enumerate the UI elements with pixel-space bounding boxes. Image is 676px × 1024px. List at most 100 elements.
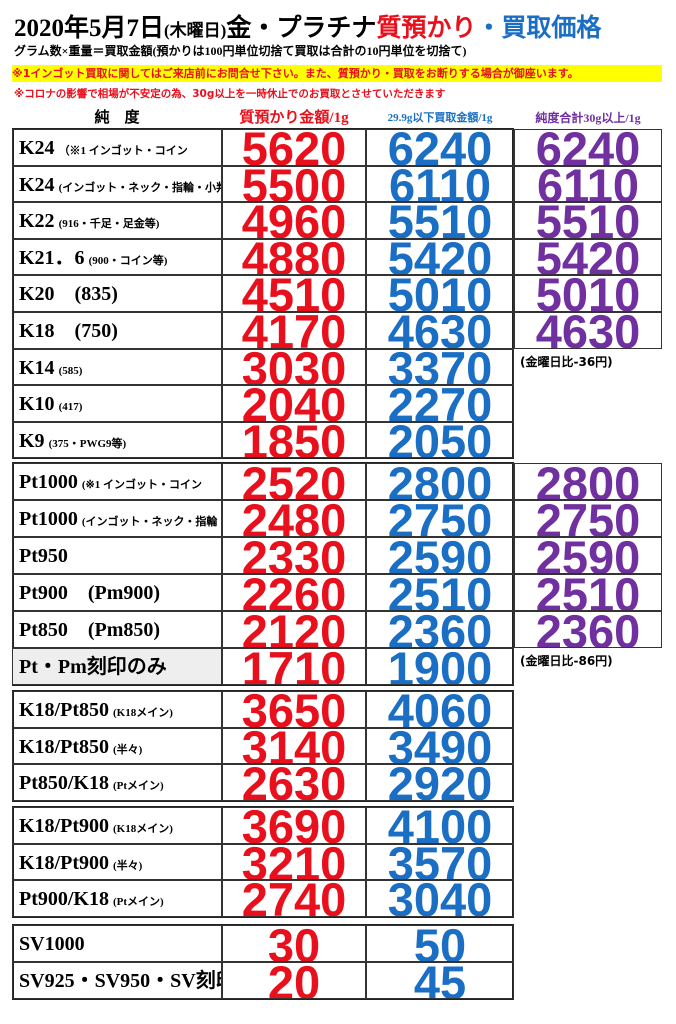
name-cell: K21．6 (900・コイン等) <box>12 238 222 276</box>
price-cell: 3690 <box>222 807 366 844</box>
name-cell: SV1000 <box>12 925 222 962</box>
metal-name: K20 (835) <box>19 283 118 306</box>
price-cell: 3140 <box>222 727 366 764</box>
col-header: 純度合計30g以上/1g <box>535 111 641 125</box>
title-weekday: (木曜日) <box>164 21 227 40</box>
price: 5500 <box>241 165 347 203</box>
price-cell: 2480 <box>222 500 366 537</box>
price-cell: 45 <box>366 962 514 999</box>
price: 4060 <box>387 691 493 728</box>
metal-name: K18/Pt850 <box>19 699 109 721</box>
price: 1710 <box>241 648 347 685</box>
price-cell: 4880 <box>222 238 366 276</box>
price-cell: 2120 <box>222 611 366 648</box>
metal-name: K18/Pt850 <box>19 735 109 758</box>
price: 2360 <box>535 611 641 648</box>
price: 6240 <box>387 129 493 166</box>
name-cell: Pt900 (Pm900) <box>12 574 222 611</box>
metal-name: Pt850/K18 <box>19 772 109 794</box>
price-cell: 2590 <box>514 537 662 574</box>
col-header: 純 度 <box>94 110 140 126</box>
title-sep: ・ <box>476 15 502 42</box>
price-remark: (金曜日比-86円) <box>520 654 613 668</box>
name-cell: K18/Pt900 (K18メイン) <box>12 807 222 844</box>
metal-name: Pt1000 <box>19 508 78 530</box>
name-cell: K18/Pt850 (K18メイン) <box>12 691 222 728</box>
price: 5510 <box>387 202 493 239</box>
price: 5010 <box>387 275 493 312</box>
price-cell: 2050 <box>366 421 514 459</box>
name-cell: K24 （※1 インゴット・コイン <box>12 129 222 166</box>
metal-note: (Ptメイン) <box>113 780 164 792</box>
price-cell: 2590 <box>366 537 514 574</box>
metal-note: (585) <box>58 364 83 377</box>
metal-name: Pt・Pm刻印のみ <box>19 656 167 678</box>
metal-note: (K18メイン) <box>113 707 173 719</box>
name-cell: K18/Pt900 (半々) <box>12 843 222 880</box>
price-cell: 3650 <box>222 691 366 728</box>
price: 6110 <box>537 165 639 203</box>
price-cell: 2270 <box>366 385 514 422</box>
title-date: 2020年5月7日 <box>14 15 165 42</box>
metal-name: K24 <box>19 173 55 196</box>
metal-note: (417) <box>58 401 83 414</box>
metal-name: K24 <box>19 137 55 159</box>
price: 3490 <box>387 727 493 764</box>
metal-name: K18/Pt900 <box>19 851 109 874</box>
price-cell: 3370 <box>366 348 514 386</box>
notice: ※1インゴット買取に関してはご来店前にお問合せ下さい。また、質預かり・買取をお断… <box>12 65 662 82</box>
name-cell: SV925・SV950・SV刻印 <box>12 962 222 999</box>
price-cell: 2520 <box>222 463 366 500</box>
price-cell: 5010 <box>514 275 662 312</box>
metal-name: Pt1000 <box>19 471 78 493</box>
name-cell: Pt1000 (インゴット・ネック・指輪・ <box>12 500 222 537</box>
price: 2330 <box>241 537 347 574</box>
price: 2510 <box>387 574 493 611</box>
price-cell: 2800 <box>514 463 662 500</box>
price-cell: 5620 <box>222 129 366 166</box>
price: 4510 <box>241 275 347 312</box>
metal-note: (※1 インゴット・コイン <box>81 479 203 491</box>
price-cell: 2040 <box>222 385 366 422</box>
price-cell: 5510 <box>514 202 662 239</box>
price-cell: 2750 <box>514 500 662 537</box>
metal-name: K9 <box>19 429 45 452</box>
price: 4630 <box>535 312 641 349</box>
price-cell: 3030 <box>222 348 366 386</box>
metal-name: SV925・SV950・SV刻印 <box>19 970 222 992</box>
price-cell: 5510 <box>366 202 514 239</box>
price-cell: 2800 <box>366 463 514 500</box>
price: 4960 <box>241 202 347 239</box>
notice: ※コロナの影響で相場が不安定の為、30g以上を一時休止でのお買取とさせていただき… <box>14 88 446 100</box>
name-cell: Pt900/K18 (Ptメイン) <box>12 880 222 917</box>
price: 2120 <box>241 611 347 648</box>
price-cell: 2510 <box>514 574 662 611</box>
price-cell: 1900 <box>366 648 514 685</box>
price: 5010 <box>535 275 641 312</box>
price-cell: 6110 <box>366 165 514 203</box>
price: 2740 <box>241 880 347 917</box>
name-cell: Pt950 <box>12 537 222 574</box>
price-cell: 2750 <box>366 500 514 537</box>
metal-note: (Ptメイン) <box>113 896 164 908</box>
price: 4880 <box>241 238 347 276</box>
price: 6110 <box>389 165 491 203</box>
price-cell: 2360 <box>514 611 662 648</box>
price-cell: 2260 <box>222 574 366 611</box>
price: 3370 <box>387 348 493 386</box>
price-cell: 4510 <box>222 275 366 312</box>
price: 2510 <box>535 574 641 611</box>
name-cell: Pt850/K18 (Ptメイン) <box>12 764 222 801</box>
metal-name: K22 <box>19 210 55 233</box>
name-cell: K22 (916・千足・足金等) <box>12 202 222 239</box>
metal-name: K14 <box>19 356 55 379</box>
price: 2040 <box>241 385 347 422</box>
price-cell: 2920 <box>366 764 514 801</box>
metal-name: K18 (750) <box>19 320 118 342</box>
price-cell: 2330 <box>222 537 366 574</box>
price-cell: 6240 <box>366 129 514 166</box>
metal-name: Pt850 (Pm850) <box>19 619 161 641</box>
metal-note: (375・PWG9等) <box>48 437 127 450</box>
price: 50 <box>413 925 467 962</box>
